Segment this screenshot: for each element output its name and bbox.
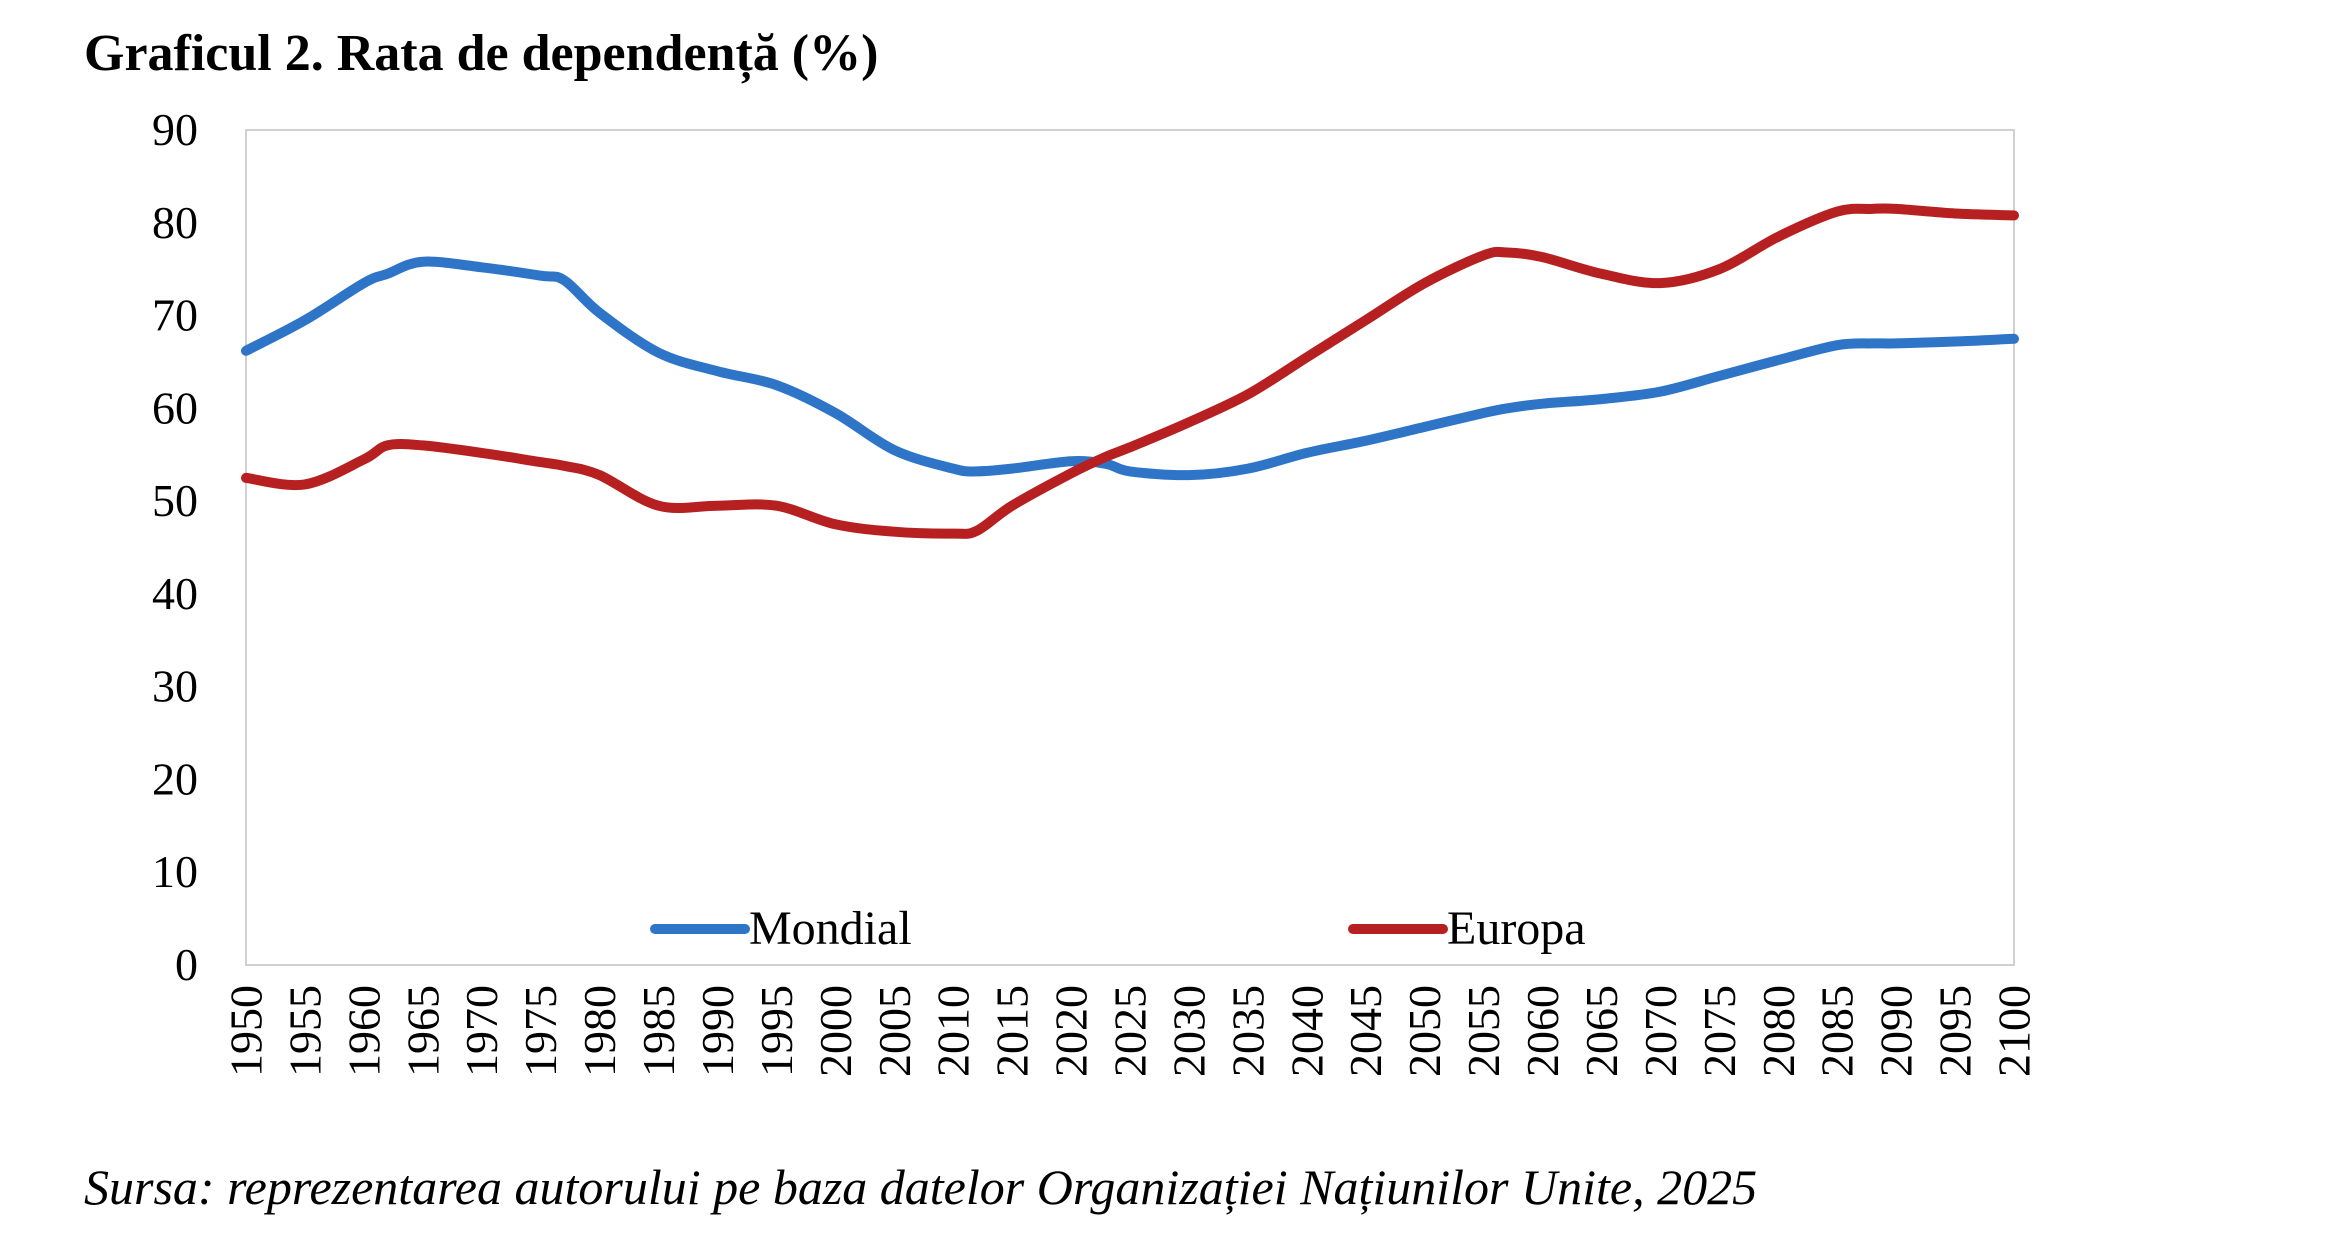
x-tick-label: 2035 (1222, 985, 1273, 1077)
x-tick-label: 2010 (928, 985, 979, 1077)
x-axis: 1950 1955 1960 1965 1970 1975 1980 1985 1990 1995… (221, 985, 2040, 1077)
legend-label-mondial: Mondial (749, 902, 912, 955)
legend-item-europa: Europa (1348, 902, 1586, 955)
x-tick-label: 1985 (633, 985, 684, 1077)
x-tick-label: 1995 (751, 985, 802, 1077)
x-tick-label: 2000 (810, 985, 861, 1077)
legend: Mondial Europa (650, 902, 1586, 955)
x-tick-label: 1980 (574, 985, 625, 1077)
y-tick-label: 20 (152, 753, 198, 804)
x-tick-label: 1965 (397, 985, 448, 1077)
x-tick-label: 2040 (1281, 985, 1332, 1077)
y-tick-label: 60 (152, 382, 198, 433)
y-tick-label: 0 (175, 939, 198, 990)
y-tick-label: 10 (152, 846, 198, 897)
y-tick-label: 70 (152, 290, 198, 341)
x-tick-label: 2100 (1989, 985, 2040, 1077)
legend-item-mondial: Mondial (650, 902, 912, 955)
x-tick-label: 2020 (1046, 985, 1097, 1077)
y-tick-label: 80 (152, 197, 198, 248)
plot-area-border (245, 129, 2015, 966)
x-tick-label: 2005 (869, 985, 920, 1077)
x-tick-label: 1970 (456, 985, 507, 1077)
x-tick-label: 2075 (1694, 985, 1745, 1077)
x-tick-label: 2055 (1458, 985, 1509, 1077)
legend-label-europa: Europa (1447, 902, 1586, 955)
x-tick-label: 2070 (1635, 985, 1686, 1077)
chart-title: Graficul 2. Rata de dependență (%) (84, 25, 879, 82)
x-tick-label: 2050 (1399, 985, 1450, 1077)
x-tick-label: 2085 (1812, 985, 1863, 1077)
x-tick-label: 1960 (338, 985, 389, 1077)
x-tick-label: 2080 (1753, 985, 1804, 1077)
series-line-europa (241, 203, 2019, 539)
x-tick-label: 1990 (692, 985, 743, 1077)
y-tick-label: 30 (152, 661, 198, 712)
y-axis: 0 10 20 30 40 50 60 70 80 90 (152, 104, 198, 990)
x-tick-label: 2025 (1105, 985, 1156, 1077)
x-tick-label: 2045 (1340, 985, 1391, 1077)
chart-source: Sursa: reprezentarea autorului pe baza d… (84, 1159, 1758, 1215)
x-tick-label: 2065 (1576, 985, 1627, 1077)
x-tick-label: 2060 (1517, 985, 1568, 1077)
x-tick-label: 1950 (221, 985, 272, 1077)
y-tick-label: 90 (152, 104, 198, 155)
y-tick-label: 50 (152, 475, 198, 526)
x-tick-label: 2030 (1163, 985, 1214, 1077)
series-lines (241, 203, 2019, 539)
y-tick-label: 40 (152, 568, 198, 619)
x-tick-label: 2095 (1930, 985, 1981, 1077)
x-tick-label: 2090 (1871, 985, 1922, 1077)
x-tick-label: 2015 (987, 985, 1038, 1077)
x-tick-label: 1955 (279, 985, 330, 1077)
x-tick-label: 1975 (515, 985, 566, 1077)
